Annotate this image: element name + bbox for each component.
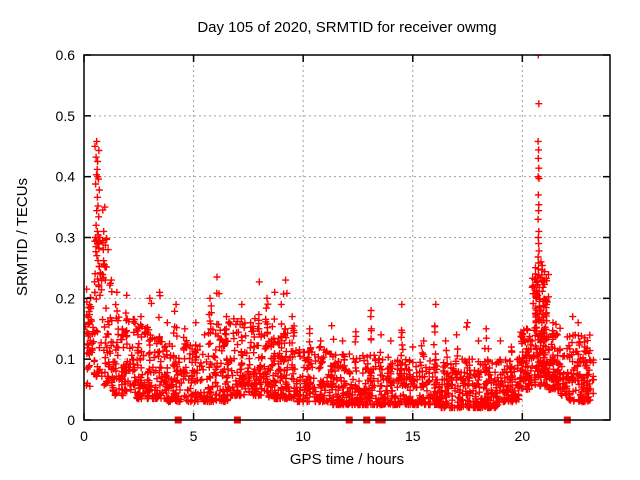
y-tick-label: 0.4 — [56, 169, 76, 185]
y-tick-label: 0.5 — [56, 108, 76, 124]
x-tick-label: 10 — [295, 428, 311, 444]
x-tick-label: 5 — [190, 428, 198, 444]
x-tick-label: 20 — [515, 428, 531, 444]
data-points — [84, 55, 597, 412]
axes — [83, 54, 611, 421]
srmtid-points — [84, 55, 597, 412]
y-tick-label: 0.1 — [56, 351, 76, 367]
tick-labels: 0 5 10 15 20 0 0.1 0.2 0.3 0.4 0.5 0.6 — [56, 47, 531, 444]
y-tick-label: 0.6 — [56, 47, 76, 63]
gridlines — [84, 55, 610, 420]
chart-title: Day 105 of 2020, SRMTID for receiver owm… — [197, 19, 496, 36]
y-tick-label: 0.2 — [56, 290, 76, 306]
x-axis-label: GPS time / hours — [290, 451, 404, 468]
y-tick-label: 0 — [67, 412, 75, 428]
y-axis-label: SRMTID / TECUs — [14, 178, 31, 296]
y-tick-label: 0.3 — [56, 230, 76, 246]
x-tick-label: 0 — [80, 428, 88, 444]
x-tick-label: 15 — [405, 428, 421, 444]
